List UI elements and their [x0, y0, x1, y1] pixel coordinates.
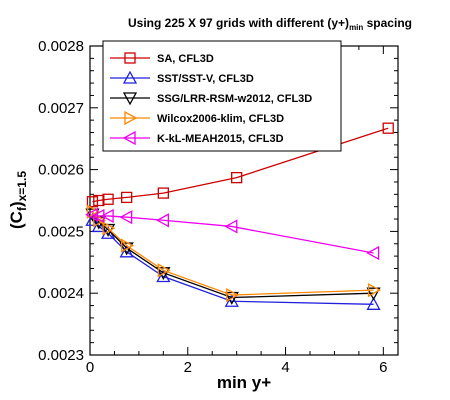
legend-label: SA, CFL3D	[157, 53, 214, 65]
legend-marker	[124, 110, 138, 126]
data-point	[367, 283, 381, 298]
x-tick-label: 2	[184, 359, 192, 376]
series-line	[91, 219, 374, 305]
data-point	[119, 210, 133, 225]
data-point	[93, 213, 107, 228]
data-point	[91, 208, 105, 224]
data-point	[382, 122, 394, 134]
y-tick-label: 0.0025	[38, 223, 84, 240]
legend-marker	[124, 52, 136, 64]
series-line	[91, 211, 374, 296]
y-axis-label-close: )	[7, 201, 26, 207]
data-point	[156, 267, 171, 281]
legend-entry: Wilcox2006-klim, CFL3D	[110, 110, 284, 126]
chart-title: Using 225 X 97 grids with different (y+)…	[128, 16, 412, 32]
data-point	[224, 291, 239, 305]
series-line	[92, 127, 389, 203]
data-point	[121, 238, 135, 253]
y-tick-label: 0.0028	[38, 38, 84, 55]
data-point	[366, 296, 381, 310]
legend-entry: SSG/LRR-RSM-w2012, CFL3D	[110, 92, 312, 106]
x-tick-label: 6	[379, 359, 387, 376]
legend-marker	[122, 92, 138, 106]
data-point	[102, 221, 116, 236]
legend-entry: SST/SST-V, CFL3D	[110, 70, 254, 85]
data-point	[119, 244, 134, 258]
series-1	[86, 122, 394, 208]
legend-label: SSG/LRR-RSM-w2012, CFL3D	[157, 93, 312, 105]
series-5	[85, 207, 380, 261]
y-tick-label: 0.0027	[38, 100, 84, 117]
legend-label: Wilcox2006-klim, CFL3D	[157, 113, 284, 125]
data-point	[157, 187, 169, 199]
y-tick-label: 0.0026	[38, 162, 84, 179]
y-tick-labels: 0.0023 0.0024 0.0025 0.0026 0.0027 0.0028	[38, 38, 84, 364]
x-axis-label: min y+	[217, 373, 271, 392]
series-line	[91, 213, 374, 299]
data-point	[100, 208, 114, 224]
y-axis-label-sub1: f	[15, 206, 29, 211]
y-axis-label-open: (C	[7, 211, 26, 229]
data-point	[86, 196, 99, 208]
data-point	[231, 171, 243, 184]
data-point	[156, 269, 171, 283]
data-point	[155, 213, 169, 228]
legend-marker	[122, 70, 138, 84]
data-point	[93, 194, 105, 207]
data-point	[224, 293, 239, 307]
y-tick-label: 0.0024	[38, 285, 84, 302]
x-tick-labels: 0 2 4 6	[86, 359, 388, 376]
data-point	[366, 287, 381, 301]
legend-box	[102, 40, 342, 152]
x-tick-label: 4	[281, 359, 289, 376]
data-point	[224, 219, 238, 234]
data-point	[91, 219, 106, 233]
legend-entry: K-kL-MEAH2015, CFL3D	[110, 130, 284, 146]
data-point	[121, 191, 133, 204]
x-tick-label: 0	[86, 359, 94, 376]
data-point	[226, 287, 240, 303]
y-tick-label: 0.0023	[38, 347, 84, 364]
y-axis-label-sub2: x=1.5	[15, 171, 29, 202]
data-point	[102, 193, 114, 205]
data-point	[85, 207, 99, 222]
data-point	[366, 245, 380, 261]
chart-title-main: Using 225 X 97 grids with different (y+)	[128, 16, 349, 30]
legend-label: SST/SST-V, CFL3D	[157, 73, 254, 85]
series-layer	[85, 122, 394, 310]
legend-label: K-kL-MEAH2015, CFL3D	[157, 133, 284, 145]
legend: SA, CFL3D SST/SST-V, CFL3D SSG/LRR-RSM-w20…	[102, 40, 342, 152]
y-axis-label: (Cf)x=1.5	[7, 171, 29, 229]
legend-marker	[122, 130, 136, 146]
chart-title-sub: min	[349, 23, 363, 32]
data-point	[157, 263, 171, 278]
legend-entry: SA, CFL3D	[110, 52, 214, 65]
data-point	[119, 242, 134, 256]
chart-title-tail: spacing	[363, 16, 412, 30]
series-line	[92, 214, 374, 254]
